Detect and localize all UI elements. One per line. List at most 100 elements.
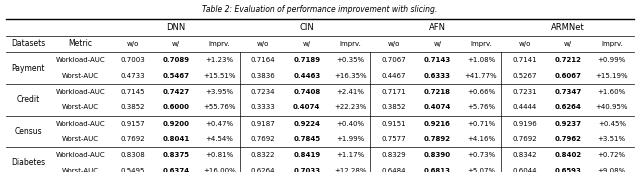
Text: 0.7089: 0.7089	[163, 57, 189, 63]
Text: +15.51%: +15.51%	[204, 73, 236, 79]
Text: +4.54%: +4.54%	[205, 136, 234, 142]
Text: Worst-AUC: Worst-AUC	[62, 168, 99, 172]
Text: 0.6593: 0.6593	[555, 168, 582, 172]
Text: CIN: CIN	[300, 23, 314, 32]
Text: +1.23%: +1.23%	[205, 57, 234, 63]
Text: w/: w/	[303, 41, 311, 47]
Text: 0.7143: 0.7143	[424, 57, 451, 63]
Text: 0.4074: 0.4074	[424, 104, 451, 110]
Text: +5.76%: +5.76%	[467, 104, 495, 110]
Text: Worst-AUC: Worst-AUC	[62, 73, 99, 79]
Text: +1.17%: +1.17%	[336, 152, 365, 158]
Text: 0.7231: 0.7231	[513, 89, 537, 95]
Text: +0.72%: +0.72%	[598, 152, 626, 158]
Text: ARMNet: ARMNet	[552, 23, 585, 32]
Text: 0.7189: 0.7189	[293, 57, 321, 63]
Text: Worst-AUC: Worst-AUC	[62, 136, 99, 142]
Text: +0.99%: +0.99%	[598, 57, 626, 63]
Text: 0.7145: 0.7145	[120, 89, 145, 95]
Text: Metric: Metric	[68, 39, 92, 48]
Text: 0.3852: 0.3852	[381, 104, 406, 110]
Text: AFN: AFN	[429, 23, 446, 32]
Text: 0.7141: 0.7141	[513, 57, 537, 63]
Text: 0.6484: 0.6484	[381, 168, 406, 172]
Text: 0.7067: 0.7067	[381, 57, 406, 63]
Text: +0.73%: +0.73%	[467, 152, 495, 158]
Text: 0.4444: 0.4444	[513, 104, 537, 110]
Text: 0.7164: 0.7164	[251, 57, 276, 63]
Text: 0.6374: 0.6374	[163, 168, 189, 172]
Text: 0.8322: 0.8322	[251, 152, 275, 158]
Text: 0.7692: 0.7692	[251, 136, 276, 142]
Text: 0.6264: 0.6264	[251, 168, 275, 172]
Text: 0.8342: 0.8342	[513, 152, 537, 158]
Text: 0.7427: 0.7427	[163, 89, 189, 95]
Text: DNN: DNN	[166, 23, 186, 32]
Text: +1.60%: +1.60%	[598, 89, 626, 95]
Text: 0.9237: 0.9237	[555, 121, 582, 127]
Text: Imprv.: Imprv.	[339, 41, 362, 47]
Text: 0.6813: 0.6813	[424, 168, 451, 172]
Text: Imprv.: Imprv.	[209, 41, 230, 47]
Text: Diabetes: Diabetes	[11, 158, 45, 167]
Text: +15.19%: +15.19%	[595, 73, 628, 79]
Text: +16.35%: +16.35%	[334, 73, 367, 79]
Text: w/o: w/o	[257, 41, 269, 47]
Text: Imprv.: Imprv.	[601, 41, 623, 47]
Text: 0.6333: 0.6333	[424, 73, 451, 79]
Text: Census: Census	[14, 127, 42, 136]
Text: 0.4074: 0.4074	[293, 104, 321, 110]
Text: +2.41%: +2.41%	[337, 89, 364, 95]
Text: w/o: w/o	[388, 41, 400, 47]
Text: 0.9224: 0.9224	[293, 121, 320, 127]
Text: 0.7692: 0.7692	[120, 136, 145, 142]
Text: +3.51%: +3.51%	[598, 136, 626, 142]
Text: 0.6067: 0.6067	[555, 73, 582, 79]
Text: 0.7218: 0.7218	[424, 89, 451, 95]
Text: +3.95%: +3.95%	[205, 89, 234, 95]
Text: w/: w/	[172, 41, 180, 47]
Text: 0.3333: 0.3333	[251, 104, 276, 110]
Text: Workload-AUC: Workload-AUC	[56, 152, 105, 158]
Text: Worst-AUC: Worst-AUC	[62, 104, 99, 110]
Text: w/: w/	[433, 41, 442, 47]
Text: 0.8329: 0.8329	[381, 152, 406, 158]
Text: w/o: w/o	[518, 41, 531, 47]
Text: 0.9151: 0.9151	[381, 121, 406, 127]
Text: 0.7033: 0.7033	[293, 168, 321, 172]
Text: +0.81%: +0.81%	[205, 152, 234, 158]
Text: 0.4467: 0.4467	[381, 73, 406, 79]
Text: 0.5267: 0.5267	[513, 73, 537, 79]
Text: 0.9216: 0.9216	[424, 121, 451, 127]
Text: 0.3852: 0.3852	[120, 104, 145, 110]
Text: 0.7171: 0.7171	[381, 89, 406, 95]
Text: +1.08%: +1.08%	[467, 57, 495, 63]
Text: +0.71%: +0.71%	[467, 121, 495, 127]
Text: 0.8308: 0.8308	[120, 152, 145, 158]
Text: 0.7408: 0.7408	[293, 89, 321, 95]
Text: +0.45%: +0.45%	[598, 121, 626, 127]
Text: +4.16%: +4.16%	[467, 136, 495, 142]
Text: +12.28%: +12.28%	[334, 168, 367, 172]
Text: Imprv.: Imprv.	[470, 41, 492, 47]
Text: 0.7577: 0.7577	[381, 136, 406, 142]
Text: 0.8041: 0.8041	[163, 136, 189, 142]
Text: 0.7892: 0.7892	[424, 136, 451, 142]
Text: 0.9196: 0.9196	[512, 121, 537, 127]
Text: +1.99%: +1.99%	[336, 136, 365, 142]
Text: Workload-AUC: Workload-AUC	[56, 89, 105, 95]
Text: 0.8390: 0.8390	[424, 152, 451, 158]
Text: 0.7003: 0.7003	[120, 57, 145, 63]
Text: 0.7962: 0.7962	[555, 136, 582, 142]
Text: 0.9187: 0.9187	[251, 121, 276, 127]
Text: Datasets: Datasets	[11, 39, 45, 48]
Text: 0.7692: 0.7692	[513, 136, 537, 142]
Text: 0.4463: 0.4463	[293, 73, 321, 79]
Text: 0.9157: 0.9157	[120, 121, 145, 127]
Text: +16.00%: +16.00%	[204, 168, 236, 172]
Text: 0.6264: 0.6264	[555, 104, 582, 110]
Text: 0.5467: 0.5467	[163, 73, 189, 79]
Text: +41.77%: +41.77%	[465, 73, 497, 79]
Text: 0.8375: 0.8375	[163, 152, 189, 158]
Text: +22.23%: +22.23%	[334, 104, 367, 110]
